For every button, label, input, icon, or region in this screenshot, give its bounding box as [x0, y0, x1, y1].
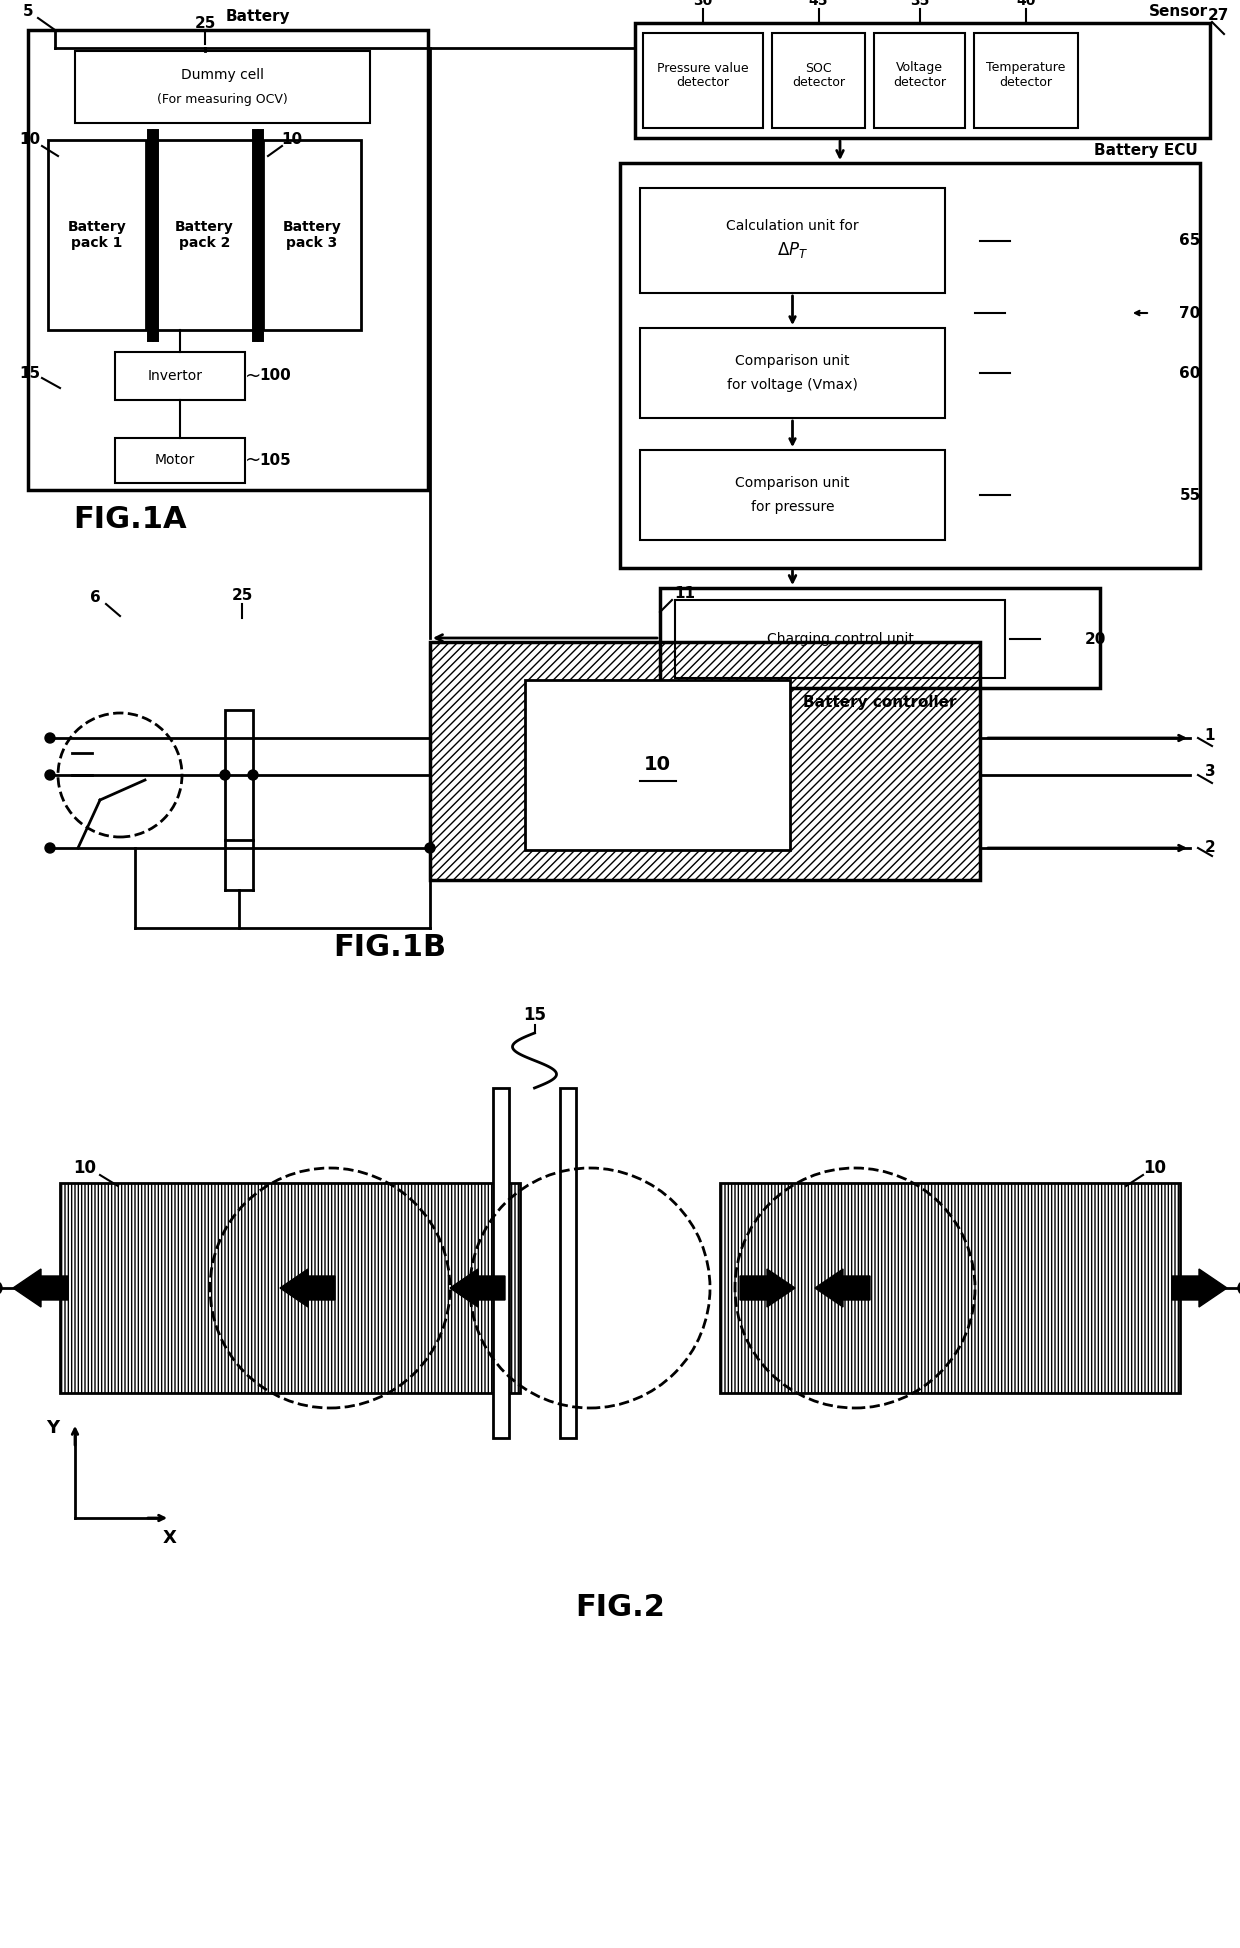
FancyArrow shape	[280, 1268, 335, 1307]
FancyArrow shape	[12, 1268, 68, 1307]
Text: Battery controller: Battery controller	[804, 695, 957, 711]
Text: 70: 70	[1179, 306, 1200, 321]
Text: Pressure value
detector: Pressure value detector	[657, 62, 749, 90]
Text: Voltage
detector: Voltage detector	[893, 62, 946, 90]
Text: 10: 10	[281, 132, 303, 148]
Bar	[973, 33, 1078, 129]
Circle shape	[219, 769, 229, 779]
Text: Y: Y	[46, 1418, 60, 1438]
Circle shape	[1238, 1282, 1240, 1295]
Text: 6: 6	[89, 590, 100, 606]
Text: 10: 10	[20, 132, 41, 148]
Circle shape	[0, 1282, 2, 1295]
Bar	[675, 600, 1004, 678]
Text: Dummy cell: Dummy cell	[181, 68, 264, 82]
Bar	[48, 140, 146, 329]
Text: FIG.1B: FIG.1B	[334, 933, 446, 962]
Bar	[874, 33, 965, 129]
Text: 25: 25	[232, 588, 253, 604]
Bar	[29, 29, 428, 491]
Bar	[635, 23, 1210, 138]
Bar	[74, 51, 370, 123]
Text: 1: 1	[1205, 727, 1215, 742]
Text: X: X	[164, 1529, 177, 1547]
Bar	[660, 588, 1100, 688]
Text: 11: 11	[675, 586, 696, 600]
Text: ~: ~	[244, 452, 262, 469]
Bar	[640, 450, 945, 540]
Text: 25: 25	[195, 16, 216, 31]
Bar	[115, 438, 246, 483]
FancyArrow shape	[1172, 1268, 1228, 1307]
Bar	[60, 1182, 520, 1393]
Text: 2: 2	[1204, 840, 1215, 855]
Text: Calculation unit for: Calculation unit for	[727, 220, 859, 234]
Text: 10: 10	[644, 756, 671, 775]
Text: Battery
pack 2: Battery pack 2	[175, 220, 234, 249]
Text: 55: 55	[1179, 487, 1200, 503]
Text: Comparison unit: Comparison unit	[735, 355, 849, 368]
Text: Sensor: Sensor	[1149, 4, 1208, 18]
Text: 27: 27	[1208, 8, 1229, 23]
Bar	[115, 353, 246, 399]
Circle shape	[45, 843, 55, 853]
Bar	[525, 680, 790, 849]
Text: 105: 105	[259, 454, 291, 468]
Text: 15: 15	[523, 1005, 546, 1025]
Bar	[153, 140, 257, 329]
Circle shape	[248, 769, 258, 779]
Text: FIG.2: FIG.2	[575, 1593, 665, 1623]
Bar	[263, 140, 361, 329]
Text: $\Delta P_T$: $\Delta P_T$	[777, 240, 808, 261]
Text: 20: 20	[1084, 631, 1106, 647]
Text: Battery
pack 3: Battery pack 3	[283, 220, 341, 249]
Text: 3: 3	[1205, 764, 1215, 779]
Text: 5: 5	[22, 4, 33, 19]
Text: 15: 15	[20, 366, 41, 380]
Text: Motor: Motor	[155, 454, 195, 468]
Bar	[640, 189, 945, 292]
Text: 10: 10	[73, 1159, 97, 1177]
Bar	[620, 164, 1200, 569]
Bar	[773, 33, 866, 129]
Text: Battery
pack 1: Battery pack 1	[68, 220, 126, 249]
Bar	[430, 643, 980, 880]
FancyArrow shape	[815, 1268, 870, 1307]
Text: 35: 35	[910, 0, 929, 8]
Text: 45: 45	[808, 0, 828, 8]
Text: Invertor: Invertor	[148, 368, 202, 384]
Text: ~: ~	[244, 366, 262, 386]
Text: FIG.1A: FIG.1A	[73, 505, 187, 534]
Text: 40: 40	[1017, 0, 1035, 8]
Circle shape	[45, 732, 55, 742]
Text: SOC
detector: SOC detector	[792, 62, 844, 90]
Circle shape	[45, 769, 55, 779]
Text: Charging control unit: Charging control unit	[766, 631, 914, 647]
Bar	[560, 1089, 577, 1438]
Bar	[224, 709, 253, 840]
Text: 65: 65	[1179, 234, 1200, 247]
Text: 100: 100	[259, 368, 291, 384]
Bar	[640, 327, 945, 419]
Text: for voltage (Vmax): for voltage (Vmax)	[727, 378, 858, 392]
Bar	[720, 1182, 1180, 1393]
Text: 60: 60	[1179, 366, 1200, 380]
Text: Battery: Battery	[226, 8, 290, 23]
Circle shape	[425, 843, 435, 853]
Text: Comparison unit: Comparison unit	[735, 475, 849, 491]
FancyArrow shape	[740, 1268, 795, 1307]
Text: Temperature
detector: Temperature detector	[986, 62, 1065, 90]
Text: Battery ECU: Battery ECU	[1094, 144, 1198, 158]
Text: for pressure: for pressure	[750, 501, 835, 514]
Bar	[644, 33, 763, 129]
Text: 10: 10	[1143, 1159, 1167, 1177]
Text: 30: 30	[693, 0, 713, 8]
Text: (For measuring OCV): (For measuring OCV)	[157, 92, 288, 105]
FancyArrow shape	[450, 1268, 505, 1307]
Bar	[494, 1089, 508, 1438]
